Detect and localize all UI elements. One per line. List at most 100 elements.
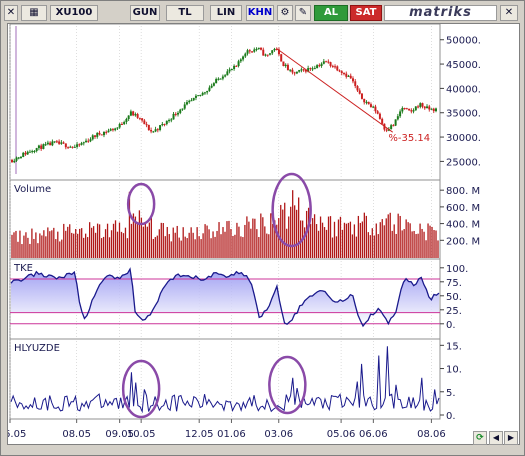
scroll-right-icon[interactable]: ▶ [504,431,518,445]
candle-body [152,131,155,133]
window-close-icon[interactable]: ✕ [500,5,518,21]
candle-body [275,48,278,50]
candle-body [33,150,36,152]
scroll-left-icon[interactable]: ◀ [489,431,503,445]
chart-type-icon[interactable]: ▦ [21,5,47,21]
candle-body [100,134,103,136]
candle-body [145,124,148,126]
candle-body [336,66,339,71]
candle-body [91,135,94,140]
highlight-ellipse-2 [121,359,161,419]
candle-body [233,65,236,69]
candle-body [410,110,413,112]
candle-body [239,59,242,62]
candle-body [356,86,359,91]
candle-body [360,93,363,99]
candle-body [405,108,408,110]
candle-body [307,68,310,72]
price-y-tick-label: 50000. [446,36,481,47]
candle-body [257,47,260,50]
candle-body [168,120,171,122]
candle-body [260,47,263,50]
candle-body [302,69,305,71]
candle-body [253,49,256,52]
candle-body [69,146,72,148]
candle-body [318,65,321,67]
candle-body [87,140,90,142]
candle-body [273,48,276,51]
candle-body [143,120,146,125]
period-button[interactable]: GUN [130,5,160,21]
candle-body [138,117,141,119]
currency-button[interactable]: TL [166,5,204,21]
candle-body [376,111,379,114]
candle-body [363,98,366,103]
trend-percent-label: %-35.14 [388,133,430,144]
candle-body [262,49,265,56]
bottom-bar: ⟳ ◀ ▶ [1,431,524,455]
price-y-tick-label: 35000. [446,109,481,120]
candle-body [49,142,52,146]
candle-body [89,139,92,142]
candle-body [212,83,215,86]
candle-body [165,120,168,125]
candle-body [62,142,65,144]
candle-body [11,159,13,163]
candle-body [351,78,354,82]
candle-body [430,108,433,110]
tools-icon[interactable]: ✎ [295,5,311,21]
price-y-tick-label: 30000. [446,133,481,144]
candle-body [242,56,245,60]
candle-body [17,157,20,159]
candle-body [127,115,130,120]
candle-body [161,124,164,126]
candle-body [271,50,274,54]
close-icon[interactable]: ✕ [4,5,18,21]
candle-body [116,127,119,129]
candle-body [183,104,186,109]
sell-button[interactable]: SAT [350,5,382,21]
candle-body [199,94,202,96]
kahn-button[interactable]: KHN [246,5,274,21]
candle-body [15,157,18,161]
tke-area [11,269,439,327]
candle-body [82,142,85,144]
candle-body [295,71,298,74]
candle-body [293,72,296,74]
trendline [276,48,393,133]
candle-body [426,106,429,109]
x-tick-label: 01.06 [217,429,246,440]
candle-body [67,147,70,149]
candle-body [255,49,258,51]
candle-body [96,132,99,137]
candle-body [37,145,40,149]
scale-button[interactable]: LIN [210,5,242,21]
settings-icon[interactable]: ⚙ [277,5,293,21]
refresh-icon[interactable]: ⟳ [473,431,487,445]
candle-body [378,113,381,119]
candle-body [134,114,137,116]
candle-body [170,119,173,121]
candle-body [291,69,294,73]
candle-body [284,64,287,67]
symbol-field[interactable]: XU100 [50,5,98,21]
candle-body [266,54,269,56]
candle-body [208,87,211,91]
candle-body [42,144,45,149]
candle-body [123,121,126,125]
candle-body [340,71,343,74]
tke-y-tick-label: 50. [446,292,462,303]
candle-body [313,68,316,70]
candle-body [188,100,191,103]
candle-body [141,118,144,121]
candle-body [343,73,346,75]
buy-button[interactable]: AL [314,5,348,21]
candle-body [304,69,307,72]
candle-body [109,129,112,131]
candle-body [399,111,402,117]
tke-y-tick-label: 75. [446,278,462,289]
candle-body [316,65,319,69]
candle-body [177,112,180,115]
